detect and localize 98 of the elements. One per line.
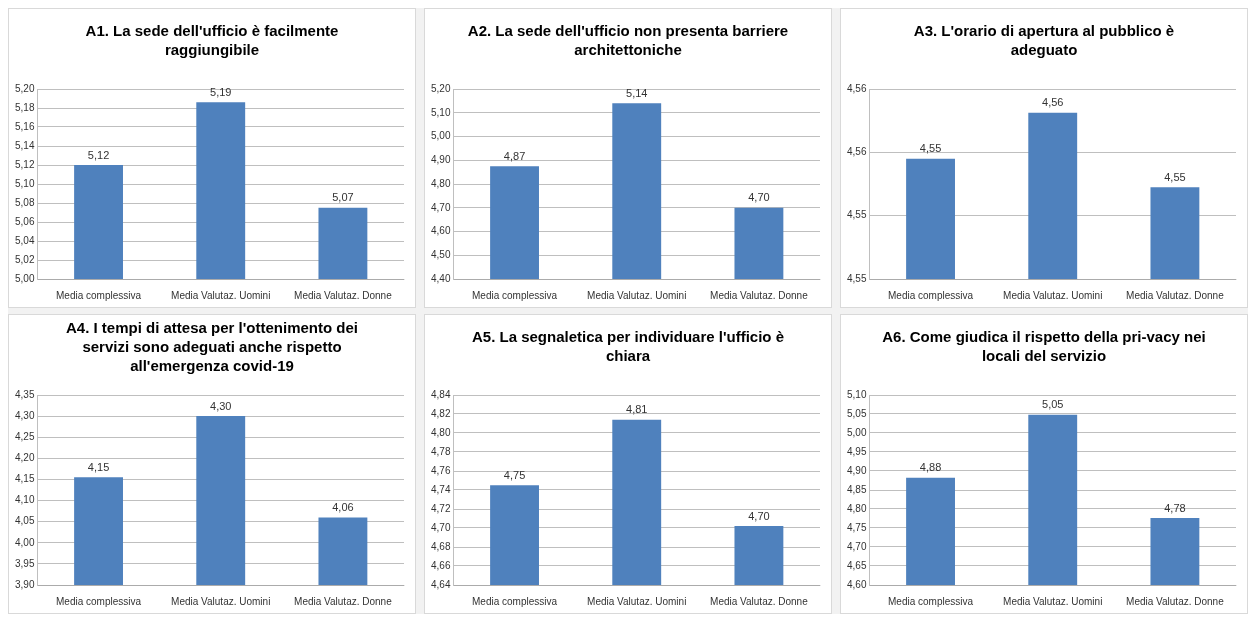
data-label: 4,55 bbox=[919, 142, 942, 155]
y-tick-label: 4,76 bbox=[430, 464, 451, 476]
y-tick-label: 5,02 bbox=[14, 253, 35, 265]
y-tick-label: 4,70 bbox=[430, 201, 451, 213]
data-label: 4,55 bbox=[1164, 170, 1186, 183]
x-tick-label: Media Valutaz. Donne bbox=[294, 289, 393, 301]
data-label: 4,30 bbox=[210, 399, 232, 412]
y-tick-label: 4,60 bbox=[430, 225, 451, 237]
y-tick-label: 4,78 bbox=[430, 445, 451, 457]
y-tick-label: 5,05 bbox=[846, 407, 867, 419]
y-tick-label: 4,35 bbox=[14, 388, 35, 400]
x-tick-label: Media Valutaz. Uomini bbox=[171, 289, 271, 301]
y-tick-label: 4,80 bbox=[430, 426, 451, 438]
x-tick-label: Media complessiva bbox=[888, 289, 974, 301]
y-tick-label: 4,64 bbox=[430, 578, 451, 590]
y-tick-label: 5,06 bbox=[14, 215, 35, 227]
data-label: 4,78 bbox=[1164, 501, 1186, 514]
y-tick-label: 4,66 bbox=[430, 559, 451, 571]
chart-title: A2. La sede dell'ufficio non presenta barriere architettoniche bbox=[466, 21, 790, 60]
y-tick-label: 4,50 bbox=[430, 249, 451, 260]
y-tick-label: 3,95 bbox=[14, 557, 35, 569]
data-label: 4,88 bbox=[919, 461, 942, 474]
y-tick-label: 4,70 bbox=[846, 540, 867, 552]
y-tick-label: 4,95 bbox=[846, 445, 867, 457]
y-tick-label: 4,84 bbox=[430, 388, 451, 400]
y-tick-label: 5,20 bbox=[14, 82, 35, 94]
chart-title: A6. Come giudica il rispetto della pri-vacy nei locali del servizio bbox=[881, 327, 1207, 366]
y-tick-label: 5,08 bbox=[14, 196, 35, 208]
x-tick-label: Media Valutaz. Uomini bbox=[587, 289, 687, 301]
y-tick-label: 4,15 bbox=[14, 473, 35, 485]
y-tick-label: 4,90 bbox=[846, 464, 867, 476]
x-tick-label: Media Valutaz. Uomini bbox=[1003, 595, 1103, 607]
y-tick-label: 5,14 bbox=[14, 139, 35, 151]
y-tick-label: 5,10 bbox=[14, 177, 35, 189]
y-tick-label: 4,65 bbox=[846, 559, 867, 571]
x-tick-label: Media complessiva bbox=[56, 595, 142, 607]
data-label: 4,15 bbox=[87, 460, 110, 473]
y-tick-label: 4,56 bbox=[846, 146, 867, 158]
data-label: 4,56 bbox=[1042, 96, 1064, 109]
data-label: 4,70 bbox=[748, 191, 770, 204]
y-tick-label: 4,74 bbox=[430, 483, 451, 495]
x-tick-label: Media Valutaz. Donne bbox=[1126, 595, 1225, 607]
y-tick-label: 5,10 bbox=[846, 388, 867, 400]
y-tick-label: 5,16 bbox=[14, 120, 35, 132]
y-tick-label: 5,12 bbox=[14, 158, 35, 170]
y-tick-label: 5,20 bbox=[430, 82, 451, 94]
chart-title: A5. La segnaletica per individuare l'ufficio è chiara bbox=[471, 327, 785, 366]
x-tick-label: Media complessiva bbox=[472, 595, 558, 607]
chart-title: A3. L'orario di apertura al pubblico è adeguato bbox=[912, 21, 1176, 60]
data-label: 5,07 bbox=[332, 191, 354, 204]
y-tick-label: 4,85 bbox=[846, 483, 867, 495]
y-tick-label: 4,80 bbox=[430, 177, 451, 189]
y-tick-label: 4,68 bbox=[430, 540, 451, 552]
x-tick-label: Media complessiva bbox=[56, 289, 142, 301]
y-tick-label: 4,55 bbox=[846, 209, 867, 221]
y-tick-label: 4,82 bbox=[430, 407, 451, 419]
data-label: 5,19 bbox=[210, 85, 232, 98]
y-tick-label: 4,90 bbox=[430, 154, 451, 165]
y-tick-label: 5,00 bbox=[14, 272, 35, 284]
y-tick-label: 4,75 bbox=[846, 521, 867, 533]
x-tick-label: Media Valutaz. Donne bbox=[710, 289, 809, 301]
y-tick-label: 4,55 bbox=[846, 272, 867, 284]
data-label: 5,05 bbox=[1042, 398, 1064, 411]
y-tick-label: 4,80 bbox=[846, 502, 867, 514]
chart-title: A1. La sede dell'ufficio è facilmente raggiungibile bbox=[84, 21, 340, 60]
y-tick-label: 4,10 bbox=[14, 494, 35, 506]
data-label: 4,70 bbox=[748, 509, 770, 522]
data-label: 4,81 bbox=[626, 403, 648, 416]
data-label: 5,12 bbox=[87, 148, 110, 161]
y-tick-label: 5,04 bbox=[14, 234, 35, 246]
x-tick-label: Media Valutaz. Uomini bbox=[587, 595, 687, 607]
x-tick-label: Media Valutaz. Uomini bbox=[1003, 289, 1103, 301]
x-tick-label: Media Valutaz. Donne bbox=[710, 595, 809, 607]
data-label: 4,75 bbox=[503, 468, 526, 481]
y-tick-label: 5,00 bbox=[846, 426, 867, 438]
y-tick-label: 5,00 bbox=[430, 130, 451, 142]
x-tick-label: Media complessiva bbox=[472, 289, 558, 301]
y-tick-label: 4,56 bbox=[846, 82, 867, 94]
y-tick-label: 4,00 bbox=[14, 536, 35, 548]
data-label: 5,14 bbox=[626, 86, 648, 99]
y-tick-label: 5,10 bbox=[430, 106, 451, 118]
y-tick-label: 4,05 bbox=[14, 515, 35, 527]
x-tick-label: Media Valutaz. Uomini bbox=[171, 595, 271, 607]
data-label: 4,06 bbox=[332, 500, 354, 513]
chart-title: A4. I tempi di attesa per l'ottenimento dei servizi sono adeguati anche rispetto all'emergenza covid-19 bbox=[65, 317, 359, 376]
y-tick-label: 4,40 bbox=[430, 272, 451, 284]
y-tick-label: 4,70 bbox=[430, 521, 451, 533]
y-tick-label: 4,25 bbox=[14, 430, 35, 442]
y-tick-label: 5,18 bbox=[14, 101, 35, 113]
y-tick-label: 4,72 bbox=[430, 502, 451, 514]
y-tick-label: 3,90 bbox=[14, 578, 35, 590]
x-tick-label: Media complessiva bbox=[888, 595, 974, 607]
x-tick-label: Media Valutaz. Donne bbox=[1126, 289, 1225, 301]
data-label: 4,87 bbox=[503, 149, 526, 162]
x-tick-label: Media Valutaz. Donne bbox=[294, 595, 393, 607]
y-tick-label: 4,30 bbox=[14, 409, 35, 421]
y-tick-label: 4,60 bbox=[846, 578, 867, 590]
y-tick-label: 4,20 bbox=[14, 452, 35, 464]
